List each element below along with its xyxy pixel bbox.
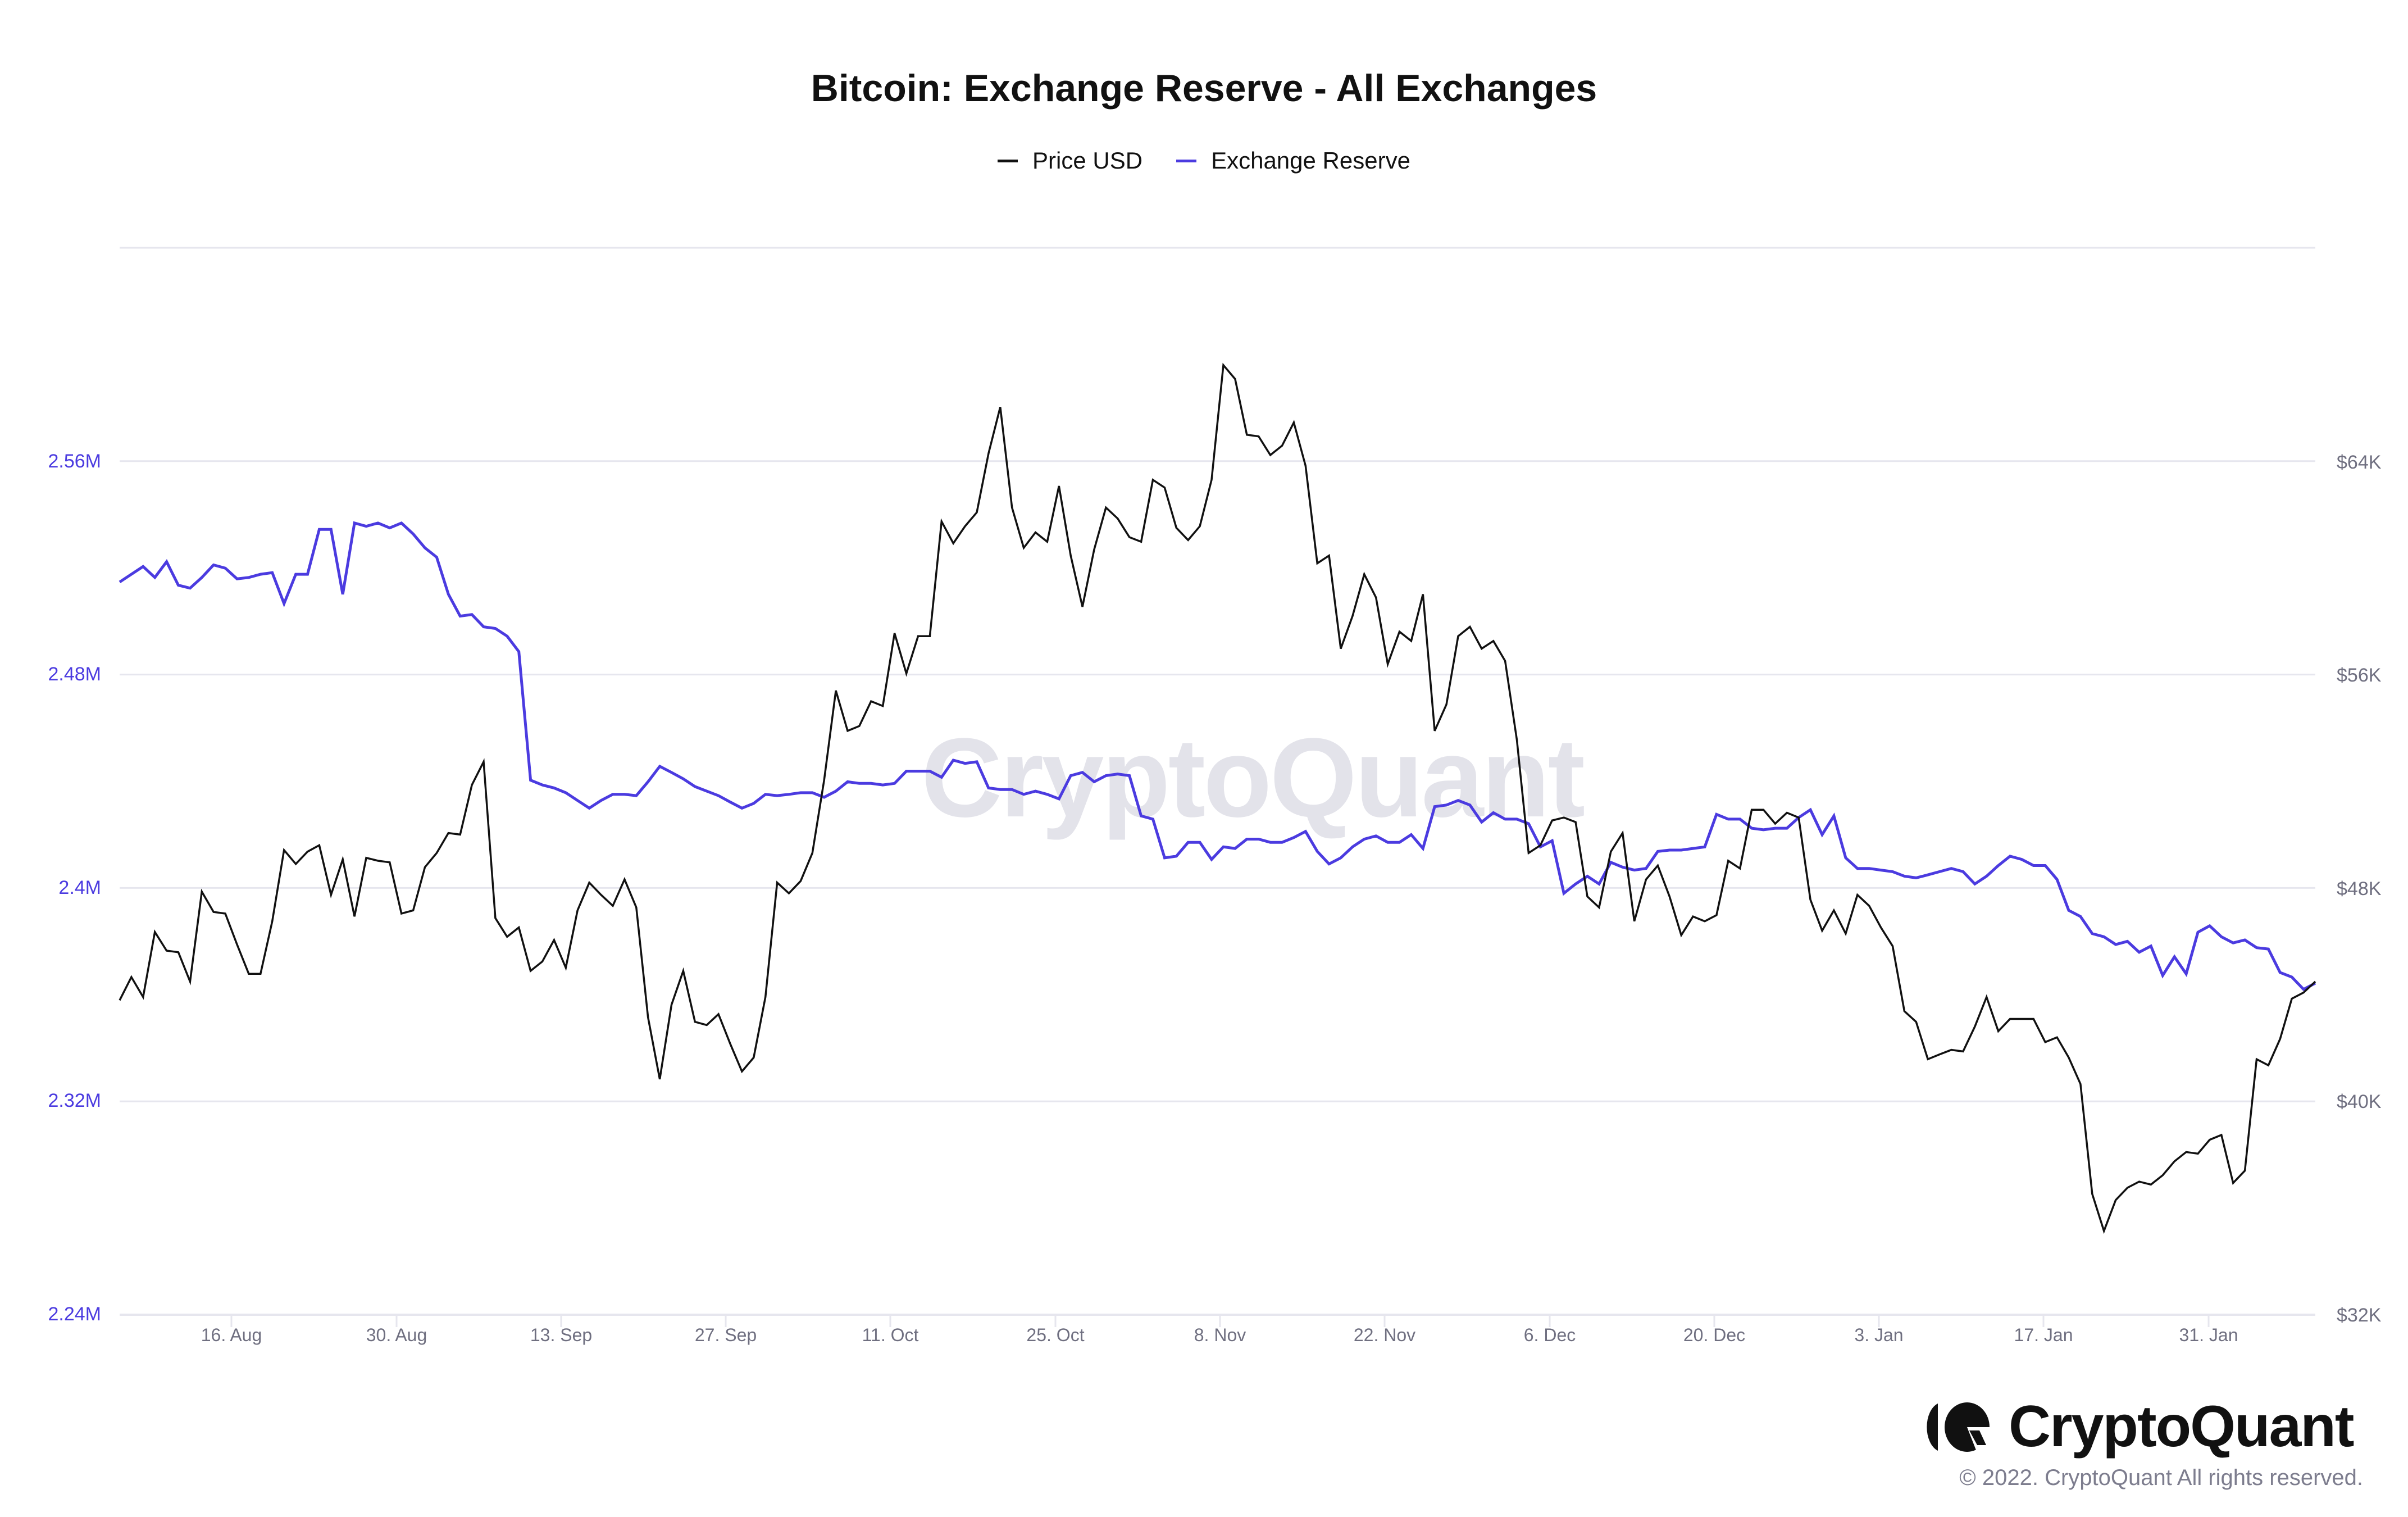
left-axis-tick: 2.56M: [48, 451, 102, 472]
right-axis-tick: $32K: [2337, 1305, 2382, 1326]
legend-label: Price USD: [1032, 147, 1143, 174]
x-axis-tick: 25. Oct: [1026, 1325, 1085, 1345]
chart-title: Bitcoin: Exchange Reserve - All Exchange…: [811, 67, 1597, 110]
x-axis-tick: 31. Jan: [2179, 1325, 2238, 1345]
x-axis-tick: 11. Oct: [862, 1325, 919, 1345]
x-axis-tick: 22. Nov: [1353, 1325, 1416, 1345]
x-axis-tick: 17. Jan: [2014, 1325, 2073, 1345]
x-axis-tick: 6. Dec: [1523, 1325, 1576, 1345]
left-axis-tick: 2.4M: [58, 877, 101, 898]
x-axis-tick: 16. Aug: [201, 1325, 262, 1345]
price-usd-line[interactable]: [119, 362, 2316, 1234]
left-axis-tick: 2.32M: [48, 1090, 102, 1111]
right-axis-tick: $64K: [2337, 452, 2382, 473]
x-axis-tick: 3. Jan: [1854, 1325, 1904, 1345]
x-axis-tick: 30. Aug: [366, 1325, 427, 1345]
right-axis-tick: $56K: [2337, 665, 2382, 686]
logo-text: CryptoQuant: [2009, 1394, 2355, 1459]
legend-item-exchange-reserve[interactable]: Exchange Reserve: [1176, 147, 1410, 174]
legend: Price USD Exchange Reserve: [0, 147, 2408, 174]
right-axis-tick: $40K: [2337, 1091, 2382, 1112]
line-swatch-icon: [998, 159, 1018, 162]
line-swatch-icon: [1176, 159, 1197, 162]
x-axis-tick: 27. Sep: [694, 1325, 757, 1345]
x-axis-tick: 20. Dec: [1683, 1325, 1746, 1345]
left-axis-tick: 2.24M: [48, 1303, 102, 1325]
left-axis-tick: 2.48M: [48, 664, 102, 685]
x-axis-tick: 13. Sep: [530, 1325, 593, 1345]
cryptoquant-logo-icon: [1921, 1401, 1992, 1453]
x-axis-tick: 8. Nov: [1194, 1325, 1246, 1345]
copyright-text: © 2022. CryptoQuant All rights reserved.: [1959, 1465, 2363, 1490]
cryptoquant-logo: CryptoQuant: [1921, 1393, 2355, 1460]
legend-label: Exchange Reserve: [1211, 147, 1410, 174]
right-axis-tick: $48K: [2337, 878, 2382, 900]
exchange-reserve-line[interactable]: [119, 521, 2316, 991]
legend-item-price-usd[interactable]: Price USD: [998, 147, 1142, 174]
